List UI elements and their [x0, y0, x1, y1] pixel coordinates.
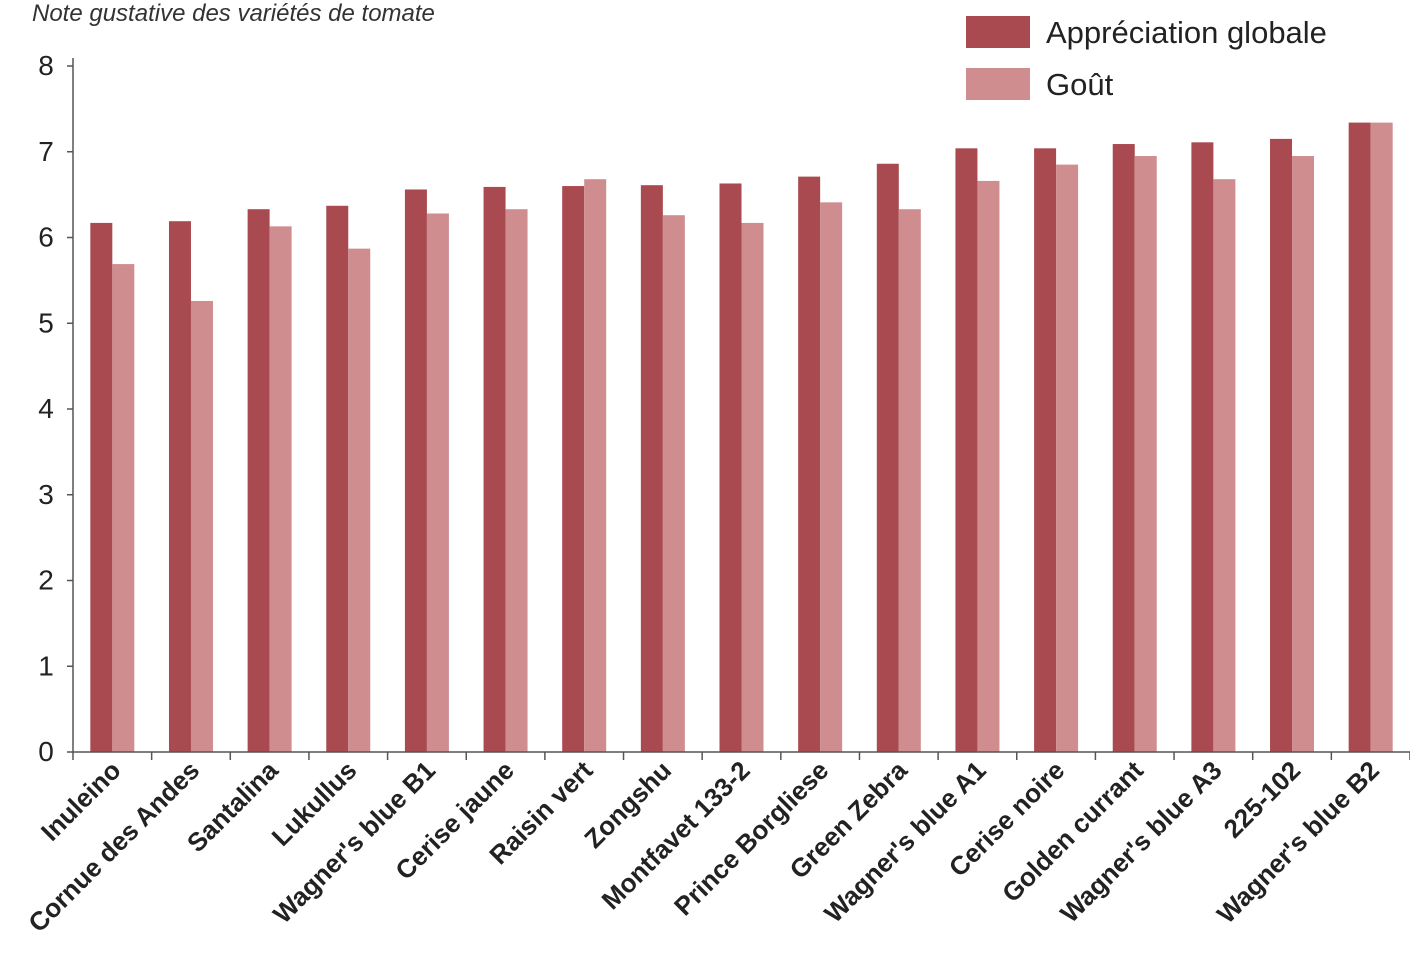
- bar-appreciation-globale: [1112, 144, 1135, 753]
- legend-swatch: [966, 16, 1030, 48]
- bar-gout: [112, 264, 135, 752]
- bar-gout: [584, 179, 607, 752]
- bar-appreciation-globale: [640, 185, 663, 752]
- bar-gout: [348, 248, 371, 752]
- bar-gout: [741, 222, 764, 753]
- bar-appreciation-globale: [876, 163, 899, 752]
- legend-swatch: [966, 68, 1030, 100]
- y-tick-label: 2: [38, 565, 54, 596]
- bar-appreciation-globale: [719, 183, 742, 753]
- bar-appreciation-globale: [326, 205, 349, 752]
- legend-label: Goût: [1046, 67, 1114, 102]
- x-tick-label: Golden currant: [996, 755, 1149, 908]
- chart-title: Note gustative des variétés de tomate: [32, 0, 435, 27]
- bar-appreciation-globale: [483, 186, 506, 753]
- legend: Appréciation globale Goût: [966, 15, 1327, 102]
- bar-series-group: [90, 122, 1393, 753]
- y-tick-label: 3: [38, 479, 54, 510]
- y-tick-label: 0: [38, 736, 54, 767]
- bar-appreciation-globale: [404, 189, 427, 753]
- bar-gout: [977, 180, 1000, 752]
- bar-appreciation-globale: [168, 221, 191, 752]
- y-tick-label: 7: [38, 136, 54, 167]
- bar-appreciation-globale: [90, 222, 113, 753]
- bar-gout: [1213, 179, 1236, 752]
- y-tick-label: 6: [38, 222, 54, 253]
- bar-gout: [269, 226, 292, 753]
- bar-appreciation-globale: [955, 148, 978, 752]
- bar-appreciation-globale: [1191, 142, 1214, 752]
- bar-appreciation-globale: [1348, 122, 1371, 753]
- bar-gout: [190, 300, 213, 752]
- bar-appreciation-globale: [798, 176, 821, 752]
- bar-gout: [1370, 122, 1393, 753]
- legend-label: Appréciation globale: [1046, 15, 1327, 50]
- bar-gout: [662, 215, 685, 752]
- bar-gout: [1056, 164, 1079, 753]
- bar-appreciation-globale: [1270, 138, 1293, 752]
- y-tick-label: 1: [38, 650, 54, 681]
- bar-gout: [898, 209, 921, 752]
- y-tick-label: 5: [38, 307, 54, 338]
- bar-gout: [1292, 156, 1315, 753]
- y-tick-label: 8: [38, 50, 54, 81]
- y-axis-ticks: 0 1 2 3 4 5 6 7 8: [38, 50, 73, 767]
- bar-appreciation-globale: [562, 186, 585, 753]
- bar-appreciation-globale: [1034, 148, 1057, 752]
- bar-appreciation-globale: [247, 209, 270, 752]
- bar-gout: [426, 213, 449, 753]
- y-tick-label: 4: [38, 393, 54, 424]
- bar-gout: [1134, 156, 1157, 753]
- bar-gout: [820, 202, 843, 752]
- bar-gout: [505, 209, 528, 752]
